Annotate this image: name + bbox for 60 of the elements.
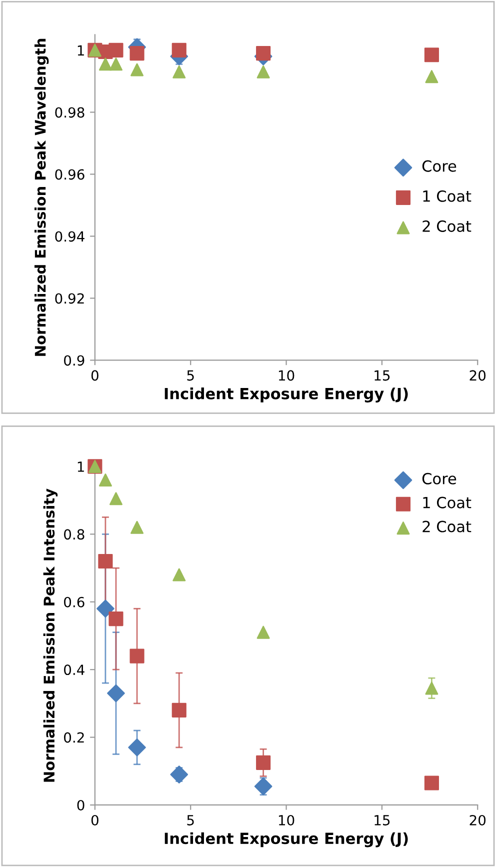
point: [256, 755, 271, 770]
y-tick-label: 0: [77, 800, 84, 810]
point: [172, 42, 186, 58]
y-tick-label: 0.2: [64, 732, 84, 743]
x-tick-label: 0: [91, 370, 98, 381]
point: [170, 766, 188, 784]
x-tick-label: 20: [470, 370, 486, 381]
y-axis-title: Normalized Emission Peak Intensity: [43, 488, 58, 782]
y-tick-label: 0.8: [64, 529, 84, 540]
y-tick-label: 0.6: [64, 596, 84, 608]
point: [130, 648, 144, 664]
y-tick-label: 1: [78, 45, 84, 56]
point: [425, 682, 438, 695]
point: [172, 702, 186, 718]
point: [130, 63, 144, 76]
point: [130, 46, 144, 61]
point: [254, 777, 272, 796]
point: [425, 70, 438, 84]
point: [109, 58, 122, 71]
legend-label: 2 Coat: [422, 520, 472, 532]
point: [424, 48, 439, 62]
x-tick-label: 15: [374, 370, 390, 381]
point: [109, 492, 122, 506]
y-tick-label: 0.96: [55, 169, 84, 180]
point: [128, 738, 146, 756]
y-tick-label: 1: [78, 462, 84, 472]
point: [107, 684, 125, 702]
x-tick-label: 20: [470, 814, 486, 826]
point: [98, 474, 112, 487]
y-tick-label: 0.94: [55, 231, 84, 242]
x-tick-label: 5: [187, 815, 194, 826]
x-tick-label: 0: [91, 814, 98, 826]
point: [98, 554, 113, 569]
y-tick-label: 0.4: [64, 664, 84, 676]
point: [256, 46, 271, 61]
legend-label: Core: [422, 160, 456, 172]
x-tick-label: 5: [187, 370, 194, 381]
point: [172, 568, 186, 582]
point: [256, 626, 270, 639]
y-axis-title: Normalized Emission Peak Wavelength: [34, 38, 49, 356]
point: [108, 612, 124, 626]
point: [130, 520, 144, 534]
legend-label: 1 Coat: [423, 190, 472, 202]
legend-label: Core: [422, 472, 456, 484]
point: [108, 42, 124, 58]
x-axis-title: Incident Exposure Energy (J): [164, 832, 408, 848]
legend-label: 2 Coat: [422, 220, 472, 232]
x-tick-label: 10: [278, 814, 294, 826]
y-tick-label: 0.9: [64, 355, 84, 366]
y-tick-label: 0.98: [55, 107, 84, 118]
x-tick-label: 10: [278, 370, 294, 381]
x-tick-label: 15: [374, 815, 390, 826]
point: [256, 65, 270, 78]
point: [172, 65, 186, 78]
point: [96, 600, 114, 618]
point: [98, 58, 112, 71]
x-axis-title: Incident Exposure Energy (J): [164, 388, 408, 402]
legend-label: 1 Coat: [423, 496, 472, 508]
point: [424, 776, 439, 790]
y-tick-label: 0.92: [55, 293, 84, 304]
